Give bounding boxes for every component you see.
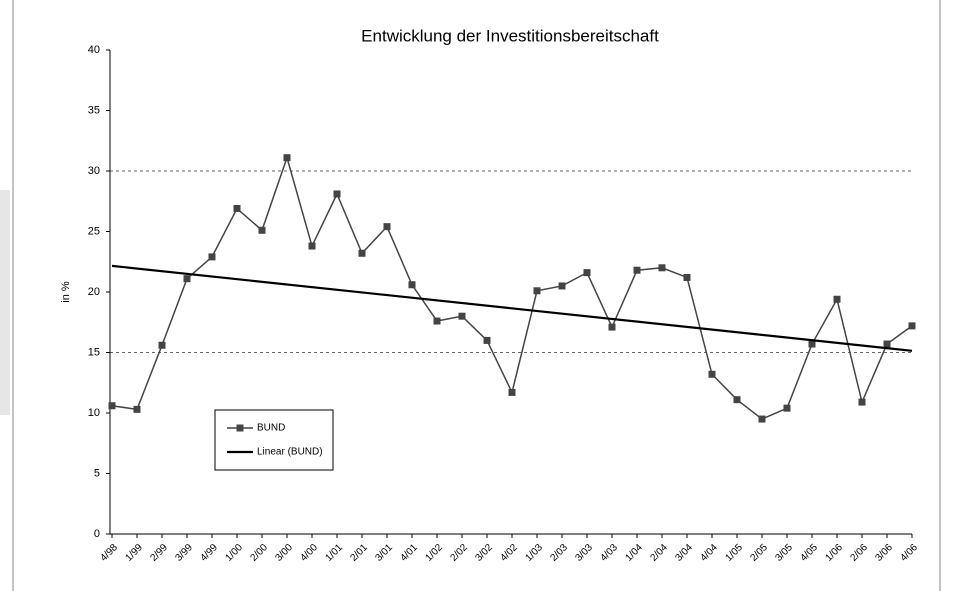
point xyxy=(858,398,866,406)
x-tick-label: 3/01 xyxy=(373,542,395,564)
x-tick-label: 1/03 xyxy=(523,542,545,564)
x-tick-label: 4/98 xyxy=(98,542,120,564)
side-strip xyxy=(0,190,10,415)
point xyxy=(833,295,841,303)
x-tick-label: 1/05 xyxy=(723,542,745,564)
point xyxy=(308,242,316,250)
legend-marker xyxy=(236,424,244,432)
point xyxy=(908,322,916,330)
x-tick-label: 3/02 xyxy=(473,542,495,564)
point xyxy=(133,405,141,413)
y-tick-label: 15 xyxy=(88,346,100,358)
y-tick-label: 0 xyxy=(94,528,100,540)
x-tick-label: 1/99 xyxy=(123,542,145,564)
series-line xyxy=(111,155,913,420)
point xyxy=(233,205,241,213)
x-tick-label: 1/02 xyxy=(423,542,445,564)
point xyxy=(658,264,666,272)
point xyxy=(608,323,616,331)
x-tick-label: 3/04 xyxy=(673,542,695,564)
trendline xyxy=(111,264,913,352)
x-tick-label: 4/05 xyxy=(798,542,820,564)
point xyxy=(333,190,341,198)
point xyxy=(358,249,366,257)
x-tick-label: 2/03 xyxy=(548,542,570,564)
x-tick-label: 1/04 xyxy=(623,542,645,564)
x-tick-label: 2/02 xyxy=(448,542,470,564)
x-tick-label: 1/01 xyxy=(323,542,345,564)
point xyxy=(533,287,541,295)
x-tick-label: 4/00 xyxy=(298,542,320,564)
legend-box xyxy=(214,409,334,471)
point xyxy=(558,282,566,290)
point xyxy=(458,312,466,320)
point xyxy=(683,273,691,281)
legend-label: BUND xyxy=(257,423,285,434)
point xyxy=(433,317,441,325)
point xyxy=(883,340,891,348)
point xyxy=(708,370,716,378)
y-tick-label: 40 xyxy=(88,44,100,56)
point xyxy=(258,226,266,234)
point xyxy=(158,341,166,349)
point xyxy=(283,154,291,162)
x-tick-label: 3/05 xyxy=(773,542,795,564)
y-tick-label: 20 xyxy=(88,286,100,298)
y-tick-label: 10 xyxy=(88,407,100,419)
x-tick-label: 2/00 xyxy=(248,542,270,564)
x-tick-label: 3/99 xyxy=(173,542,195,564)
point xyxy=(633,266,641,274)
x-tick-label: 3/06 xyxy=(873,542,895,564)
x-tick-label: 4/99 xyxy=(198,542,220,564)
point xyxy=(483,336,491,344)
x-tick-label: 2/99 xyxy=(148,542,170,564)
point xyxy=(383,223,391,231)
y-tick-label: 35 xyxy=(88,104,100,116)
y-tick-label: 30 xyxy=(88,165,100,177)
x-tick-label: 2/06 xyxy=(848,542,870,564)
y-tick-label: 5 xyxy=(94,467,100,479)
x-tick-label: 4/04 xyxy=(698,542,720,564)
x-tick-label: 2/01 xyxy=(348,542,370,564)
x-tick-label: 4/06 xyxy=(898,542,920,564)
point xyxy=(108,402,116,410)
x-tick-label: 2/05 xyxy=(748,542,770,564)
point xyxy=(508,388,516,396)
point xyxy=(733,396,741,404)
point xyxy=(758,415,766,423)
x-tick-label: 2/04 xyxy=(648,542,670,564)
point xyxy=(208,253,216,261)
x-tick-label: 4/03 xyxy=(598,542,620,564)
x-tick-label: 1/00 xyxy=(223,542,245,564)
y-tick-label: 25 xyxy=(88,225,100,237)
point xyxy=(408,281,416,289)
point xyxy=(783,404,791,412)
point xyxy=(183,275,191,283)
legend-label: Linear (BUND) xyxy=(257,447,323,458)
point xyxy=(808,340,816,348)
chart-title: Entwicklung der Investitionsbereitschaft xyxy=(361,26,659,45)
x-tick-label: 4/02 xyxy=(498,542,520,564)
x-tick-label: 4/01 xyxy=(398,542,420,564)
x-tick-label: 3/00 xyxy=(273,542,295,564)
y-axis-label: in % xyxy=(60,281,72,303)
x-tick-label: 1/06 xyxy=(823,542,845,564)
point xyxy=(583,269,591,277)
x-tick-label: 3/03 xyxy=(573,542,595,564)
